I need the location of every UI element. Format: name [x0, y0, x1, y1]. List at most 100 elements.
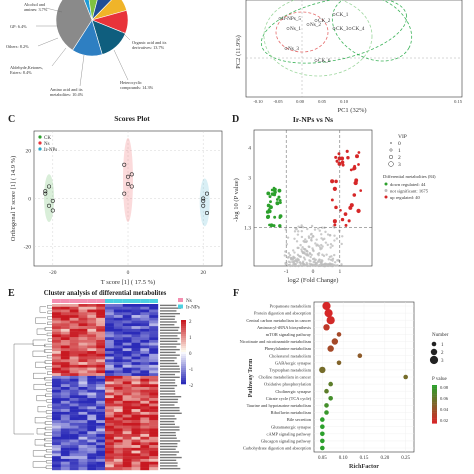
heatmap-group-bar [149, 299, 158, 303]
heatmap-row-label [160, 415, 175, 417]
heatmap-cell [122, 414, 132, 418]
enrich-color-tick: 0.08 [440, 385, 449, 390]
heatmap-cell [87, 356, 97, 360]
heatmap-row-label [160, 354, 180, 356]
heatmap-cell [87, 328, 97, 332]
heatmap-cell [131, 420, 141, 424]
scores-x-label: T score [1] ( 17.5 %) [101, 279, 155, 286]
heatmap-cell [87, 351, 97, 354]
heatmap-cell [78, 403, 88, 407]
heatmap-cell [131, 312, 141, 316]
heatmap-row-label [160, 451, 180, 453]
scores-point [201, 196, 206, 201]
heatmap-cell [69, 387, 79, 390]
volcano-point [305, 249, 308, 253]
heatmap-cell [52, 315, 62, 319]
volcano-point [273, 187, 277, 192]
heatmap-cell [113, 442, 123, 446]
volcano-point [344, 223, 348, 227]
heatmap-cell [69, 326, 79, 330]
heatmap-cell [60, 467, 70, 471]
enrich-color-tick: 0.04 [440, 407, 449, 412]
heatmap-cell [60, 306, 70, 310]
heatmap-cell [78, 356, 88, 360]
heatmap-cell [131, 398, 141, 402]
heatmap-row-label [160, 434, 177, 437]
volcano-point [265, 210, 270, 214]
heatmap-chart: Cluster analysis of differential metabol… [13, 290, 200, 471]
heatmap-cell [87, 406, 97, 410]
heatmap-row-label [160, 443, 178, 445]
heatmap-cell [87, 315, 97, 319]
heatmap-cell [69, 370, 79, 374]
heatmap-scale-cell [181, 332, 186, 335]
volcano-x-tick: -1 [284, 269, 289, 275]
pca-x-tick: 0.05 [318, 99, 327, 104]
heatmap-cell [96, 461, 106, 465]
volcano-point [315, 262, 318, 265]
enrich-term-label: Glutamatergic synapse [271, 424, 311, 429]
volcano-point [288, 261, 292, 264]
heatmap-cell [113, 400, 123, 404]
heatmap-cell [122, 425, 132, 429]
heatmap-cell [69, 406, 79, 410]
volcano-diff-label: down regulated: 44 [390, 182, 426, 187]
heatmap-cell [87, 461, 97, 465]
heatmap-cell [105, 467, 115, 471]
heatmap-cell [52, 309, 62, 313]
heatmap-cell [122, 434, 132, 437]
enrich-color-cell [432, 394, 437, 397]
heatmap-cell [78, 337, 88, 341]
heatmap-cell [52, 461, 62, 465]
heatmap-dendrogram [36, 428, 46, 435]
heatmap-cell [69, 420, 79, 424]
enrich-color-cell [432, 410, 437, 413]
heatmap-cell [87, 381, 97, 385]
heatmap-cell [78, 317, 88, 321]
heatmap-cell [52, 392, 62, 396]
heatmap-cell [87, 331, 97, 335]
scores-point [43, 191, 48, 196]
heatmap-cell [131, 359, 141, 363]
heatmap-cell [122, 450, 132, 454]
heatmap-cell [149, 312, 159, 316]
heatmap-cell [96, 445, 106, 449]
volcano-point [286, 236, 290, 239]
volcano-point [331, 244, 334, 248]
heatmap-cell [149, 420, 159, 424]
heatmap-cell [131, 467, 141, 471]
heatmap-cell [122, 422, 132, 426]
heatmap-cell [78, 428, 88, 432]
heatmap-dendrogram [47, 305, 52, 309]
heatmap-cell [105, 384, 115, 388]
volcano-point [298, 254, 301, 258]
heatmap-cell [96, 447, 106, 451]
volcano-point [329, 246, 332, 249]
volcano-point [303, 248, 306, 251]
scores-point [204, 191, 209, 196]
heatmap-cell [131, 439, 141, 443]
enrich-x-tick: 0.15 [360, 456, 369, 461]
heatmap-scale-cell [181, 358, 186, 361]
volcano-point [311, 257, 315, 261]
pca-point [286, 27, 290, 30]
heatmap-cell [105, 351, 115, 354]
heatmap-cell [96, 398, 106, 402]
volcano-point [309, 255, 312, 259]
heatmap-cell [60, 367, 70, 371]
heatmap-cell [149, 378, 159, 382]
heatmap-cell [149, 328, 159, 332]
heatmap-cell [96, 359, 106, 363]
heatmap-cell [140, 450, 150, 454]
heatmap-cell [122, 398, 132, 402]
heatmap-cell [87, 387, 97, 390]
heatmap-group-bar [69, 299, 79, 303]
heatmap-group-bar [140, 299, 150, 303]
heatmap-cell [87, 458, 97, 462]
heatmap-cell [78, 398, 88, 402]
heatmap-cell [105, 445, 115, 449]
volcano-point [269, 200, 272, 204]
heatmap-cell [131, 342, 141, 346]
heatmap-cell [60, 456, 70, 460]
heatmap-cell [52, 434, 62, 437]
